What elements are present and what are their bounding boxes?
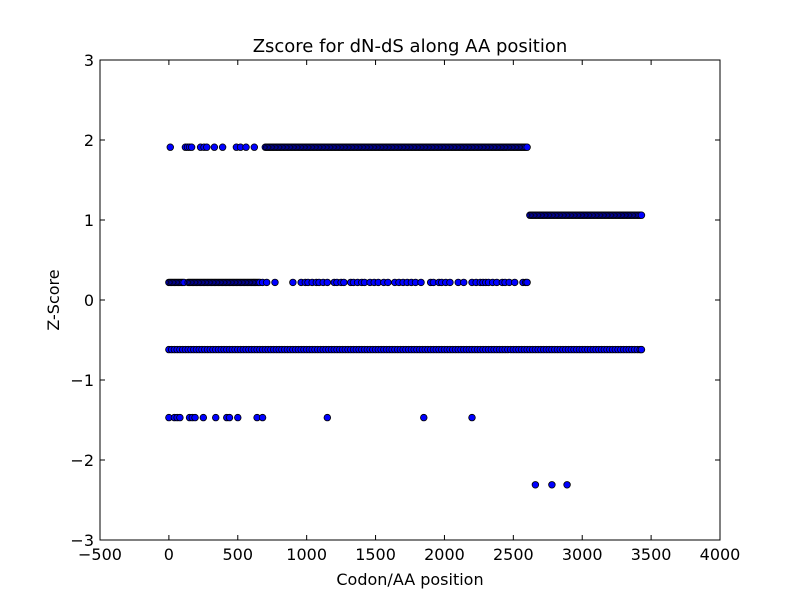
scatter-point: [271, 278, 279, 287]
scatter-point: [263, 278, 271, 287]
scatter-point: [191, 413, 199, 422]
scatter-point: [523, 143, 531, 151]
scatter-point: [176, 413, 184, 422]
x-tick-label: −500: [78, 545, 122, 564]
y-tick-label: −1: [70, 371, 94, 390]
scatter-point: [323, 278, 332, 287]
x-tick-label: 1000: [286, 545, 327, 564]
scatter-point: [210, 143, 219, 151]
scatter-point: [203, 143, 211, 151]
y-tick-label: 1: [84, 211, 94, 230]
chart-title: Zscore for dN-dS along AA position: [253, 36, 568, 57]
scatter-point: [637, 345, 646, 354]
x-tick-label: 500: [223, 545, 254, 564]
scatter-point: [218, 143, 227, 151]
scatter-point: [460, 278, 468, 287]
y-axis-label: Z-Score: [44, 269, 63, 330]
y-tick-label: −2: [70, 451, 94, 470]
x-tick-label: 3500: [631, 545, 672, 564]
scatter-point: [417, 278, 425, 287]
x-tick-label: 4000: [700, 545, 741, 564]
scatter-point: [563, 481, 571, 489]
y-tick-label: 2: [84, 131, 94, 150]
scatter-point: [511, 278, 519, 287]
scatter-point: [384, 278, 392, 287]
scatter-point: [637, 211, 646, 219]
scatter-point: [446, 278, 454, 287]
scatter-point: [323, 413, 332, 422]
y-tick-label: 3: [84, 51, 94, 70]
points-layer: [165, 143, 646, 489]
scatter-point: [242, 143, 250, 151]
scatter-point: [187, 143, 196, 151]
x-tick-label: 1500: [355, 545, 396, 564]
scatter-point: [258, 413, 267, 422]
scatter-point: [234, 413, 242, 422]
scatter-point: [531, 481, 540, 489]
scatter-point: [523, 278, 531, 287]
scatter-point: [212, 413, 220, 422]
scatter-point: [548, 481, 556, 489]
scatter-point: [199, 413, 208, 422]
x-tick-label: 0: [164, 545, 174, 564]
scatter-point: [250, 143, 259, 151]
scatter-point: [289, 278, 297, 287]
y-tick-label: 0: [84, 291, 94, 310]
x-tick-label: 2500: [493, 545, 534, 564]
tick-labels-layer: −500 0 500 1000 1500 2000 2500 3000 3500 4000 −3 −2…: [70, 51, 740, 564]
x-tick-label: 2000: [424, 545, 465, 564]
scatter-point: [468, 413, 476, 422]
scatter-point: [166, 143, 174, 151]
x-axis-label: Codon/AA position: [336, 570, 483, 589]
scatter-point: [340, 278, 348, 287]
x-tick-label: 3000: [562, 545, 603, 564]
ticks-layer: [99, 59, 721, 541]
scatter-point: [420, 413, 428, 422]
y-tick-label: −3: [70, 531, 94, 550]
scatter-point: [225, 413, 234, 422]
